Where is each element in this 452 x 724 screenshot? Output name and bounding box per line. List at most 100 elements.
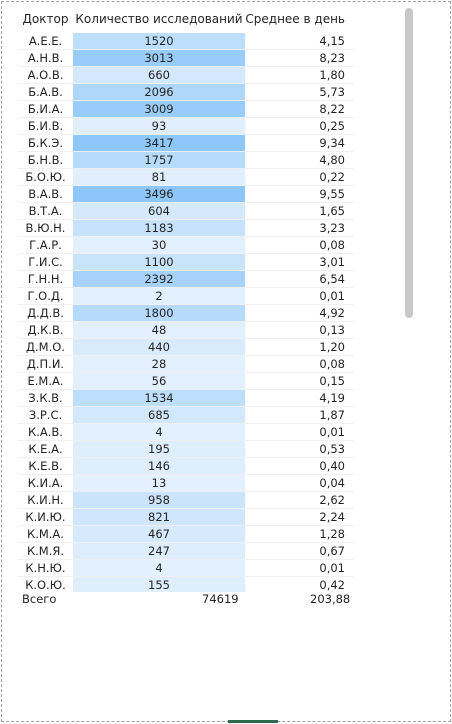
table-row[interactable]: Г.О.Д. 2 0,01 <box>18 288 354 305</box>
cell-doctor: Б.К.Э. <box>27 136 64 150</box>
cell-count: 4 <box>73 560 245 576</box>
cell-doctor: Д.К.В. <box>27 323 64 337</box>
table-row[interactable]: К.А.В. 4 0,01 <box>18 424 354 441</box>
vertical-scrollbar[interactable] <box>405 8 413 318</box>
cell-count: 28 <box>73 356 245 372</box>
cell-avg: 9,55 <box>319 187 345 201</box>
cell-doctor: К.И.Н. <box>27 493 64 507</box>
cell-count: 81 <box>73 169 245 185</box>
header-avg[interactable]: Среднее в день <box>245 12 345 26</box>
cell-count: 4 <box>73 424 245 440</box>
table-row[interactable]: В.Ю.Н. 1183 3,23 <box>18 220 354 237</box>
table-row[interactable]: Д.К.В. 48 0,13 <box>18 322 354 339</box>
cell-count: 1800 <box>73 305 245 321</box>
cell-avg: 6,54 <box>319 272 345 286</box>
cell-count: 958 <box>73 492 245 508</box>
cell-avg: 4,80 <box>319 153 345 167</box>
table-row[interactable]: К.И.Ю. 821 2,24 <box>18 509 354 526</box>
cell-avg: 0,40 <box>319 459 345 473</box>
cell-count: 3013 <box>73 50 245 66</box>
cell-count: 146 <box>73 458 245 474</box>
totals-avg: 203,88 <box>310 592 351 606</box>
table-row[interactable]: Д.Д.В. 1800 4,92 <box>18 305 354 322</box>
cell-avg: 1,28 <box>319 527 345 541</box>
table-row[interactable]: Б.К.Э. 3417 9,34 <box>18 135 354 152</box>
cell-doctor: А.О.В. <box>27 68 64 82</box>
doctor-table[interactable]: Доктор Количество исследований Среднее в… <box>18 6 354 592</box>
cell-avg: 9,34 <box>319 136 345 150</box>
cell-avg: 0,01 <box>319 561 345 575</box>
table-row[interactable]: К.Е.А. 195 0,53 <box>18 441 354 458</box>
table-row[interactable]: Б.Н.В. 1757 4,80 <box>18 152 354 169</box>
table-row[interactable]: К.И.Н. 958 2,62 <box>18 492 354 509</box>
cell-doctor: К.Н.Ю. <box>25 561 66 575</box>
cell-doctor: Б.И.А. <box>27 102 64 116</box>
table-row[interactable]: В.А.В. 3496 9,55 <box>18 186 354 203</box>
cell-avg: 1,80 <box>319 68 345 82</box>
cell-avg: 0,22 <box>319 170 345 184</box>
table-row[interactable]: А.Е.Е. 1520 4,15 <box>18 33 354 50</box>
cell-doctor: К.М.А. <box>27 527 64 541</box>
table-row[interactable]: З.Р.С. 685 1,87 <box>18 407 354 424</box>
header-doctor[interactable]: Доктор <box>22 12 69 26</box>
cell-avg: 0,08 <box>319 357 345 371</box>
totals-label: Всего <box>22 592 57 606</box>
resize-handle <box>228 720 278 723</box>
table-row[interactable]: К.Н.Ю. 4 0,01 <box>18 560 354 577</box>
table-row[interactable]: Е.М.А. 56 0,15 <box>18 373 354 390</box>
table-row[interactable]: Д.М.О. 440 1,20 <box>18 339 354 356</box>
cell-avg: 0,25 <box>319 119 345 133</box>
table-row[interactable]: Г.Н.Н. 2392 6,54 <box>18 271 354 288</box>
cell-count: 440 <box>73 339 245 355</box>
table-row[interactable]: А.Н.В. 3013 8,23 <box>18 50 354 67</box>
table-row[interactable]: Б.И.В. 93 0,25 <box>18 118 354 135</box>
table-row[interactable]: К.М.Я. 247 0,67 <box>18 543 354 560</box>
table-row[interactable]: К.И.А. 13 0,04 <box>18 475 354 492</box>
cell-avg: 0,01 <box>319 425 345 439</box>
cell-doctor: К.И.Ю. <box>25 510 66 524</box>
table-row[interactable]: К.О.Ю. 155 0,42 <box>18 577 354 592</box>
cell-count: 155 <box>73 577 245 592</box>
table-row[interactable]: Г.И.С. 1100 3,01 <box>18 254 354 271</box>
cell-doctor: Г.О.Д. <box>27 289 64 303</box>
table-row[interactable]: Б.И.А. 3009 8,22 <box>18 101 354 118</box>
cell-doctor: К.И.А. <box>27 476 64 490</box>
header-count[interactable]: Количество исследований <box>75 12 243 26</box>
cell-avg: 4,92 <box>319 306 345 320</box>
table-row[interactable]: В.Т.А. 604 1,65 <box>18 203 354 220</box>
cell-doctor: Г.И.С. <box>28 255 63 269</box>
cell-count: 1757 <box>73 152 245 168</box>
cell-doctor: К.А.В. <box>28 425 63 439</box>
table-row[interactable]: К.Е.В. 146 0,40 <box>18 458 354 475</box>
table-row[interactable]: Б.О.Ю. 81 0,22 <box>18 169 354 186</box>
cell-doctor: Е.М.А. <box>27 374 64 388</box>
table-row[interactable]: А.О.В. 660 1,80 <box>18 67 354 84</box>
cell-doctor: З.К.В. <box>28 391 63 405</box>
cell-avg: 8,23 <box>319 51 345 65</box>
cell-count: 2392 <box>73 271 245 287</box>
cell-count: 56 <box>73 373 245 389</box>
cell-avg: 4,15 <box>319 34 345 48</box>
cell-avg: 0,08 <box>319 238 345 252</box>
cell-count: 2096 <box>73 84 245 100</box>
cell-count: 1534 <box>73 390 245 406</box>
cell-doctor: К.Е.В. <box>28 459 63 473</box>
cell-avg: 0,53 <box>319 442 345 456</box>
cell-avg: 1,20 <box>319 340 345 354</box>
table-row[interactable]: Д.П.И. 28 0,08 <box>18 356 354 373</box>
table-row[interactable]: Б.А.В. 2096 5,73 <box>18 84 354 101</box>
totals-count: 74619 <box>202 592 239 606</box>
cell-avg: 3,23 <box>319 221 345 235</box>
cell-avg: 0,04 <box>319 476 345 490</box>
cell-avg: 0,13 <box>319 323 345 337</box>
table-row[interactable]: З.К.В. 1534 4,19 <box>18 390 354 407</box>
cell-count: 604 <box>73 203 245 219</box>
cell-doctor: Г.Н.Н. <box>27 272 64 286</box>
table-row[interactable]: Г.А.Р. 30 0,08 <box>18 237 354 254</box>
cell-avg: 4,19 <box>319 391 345 405</box>
table-row[interactable]: К.М.А. 467 1,28 <box>18 526 354 543</box>
cell-count: 685 <box>73 407 245 423</box>
cell-avg: 0,01 <box>319 289 345 303</box>
cell-avg: 2,62 <box>319 493 345 507</box>
